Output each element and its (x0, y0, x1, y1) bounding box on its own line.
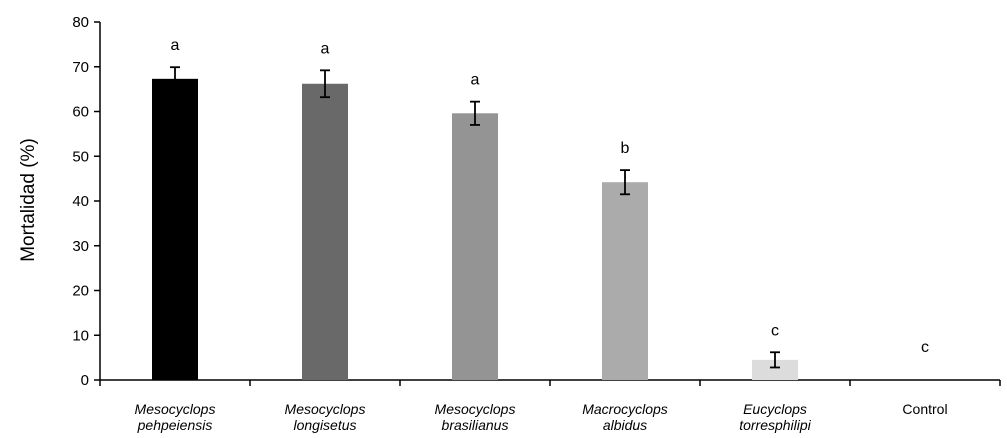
y-tick-label: 20 (72, 283, 89, 300)
y-tick-label: 0 (81, 372, 89, 389)
significance-letter: a (321, 40, 330, 57)
y-axis: 0 10 20 30 40 50 60 70 80 (72, 14, 101, 389)
y-tick-label: 70 (72, 59, 89, 76)
x-tick-label: Mesocyclops (285, 401, 366, 417)
bar (602, 182, 648, 380)
significance-letters: a a a b c c (171, 37, 929, 356)
significance-letter: c (771, 322, 779, 339)
x-tick-label: Macrocyclops (582, 401, 668, 417)
bar (452, 113, 498, 380)
bar (752, 359, 798, 380)
significance-letter: a (471, 72, 480, 89)
significance-letter: a (171, 37, 180, 54)
y-tick-label: 60 (72, 104, 89, 121)
x-tick-label: pehpeiensis (137, 417, 213, 433)
x-tick-label: torresphilipi (739, 417, 811, 433)
x-tick-label: Control (902, 401, 947, 417)
error-bars (170, 66, 780, 369)
x-tick-label: Eucyclops (743, 401, 807, 417)
bar (302, 83, 348, 380)
y-axis-label: Mortalidad (%) (18, 138, 39, 262)
y-tick-label: 30 (72, 238, 89, 255)
significance-letter: b (621, 140, 630, 157)
x-tick-label: brasilianus (442, 417, 509, 433)
bars (152, 78, 798, 381)
y-tick-label: 80 (72, 14, 89, 31)
y-tick-label: 10 (72, 327, 89, 344)
y-tick-label: 40 (72, 193, 89, 210)
x-axis (99, 379, 1001, 386)
x-tick-label: Mesocyclops (135, 401, 216, 417)
bar (152, 78, 198, 381)
x-tick-label: Mesocyclops (435, 401, 516, 417)
x-tick-label: albidus (603, 417, 647, 433)
x-tick-label: longisetus (293, 417, 356, 433)
x-tick-labels: MesocyclopspehpeiensisMesocyclopslongise… (135, 401, 948, 433)
y-tick-label: 50 (72, 148, 89, 165)
significance-letter: c (921, 339, 929, 356)
